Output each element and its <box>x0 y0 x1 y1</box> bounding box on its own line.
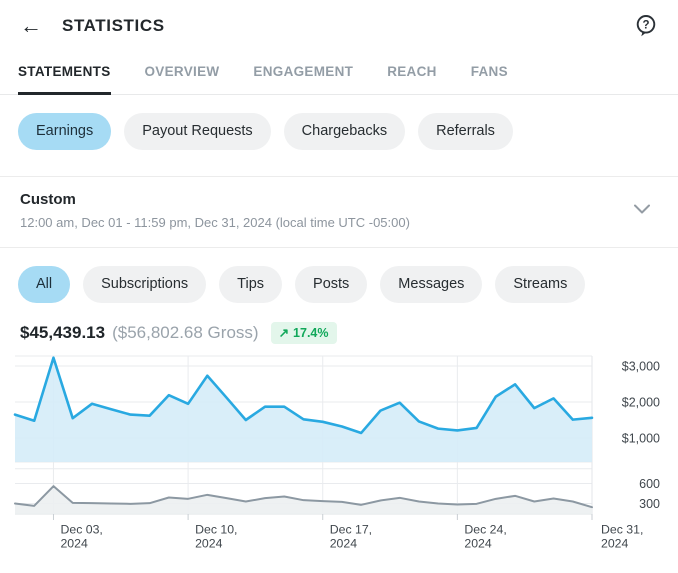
date-range-text: Custom 12:00 am, Dec 01 - 11:59 pm, Dec … <box>20 191 410 231</box>
x-axis-label: Dec 31, <box>601 523 643 537</box>
pill-chargebacks[interactable]: Chargebacks <box>283 113 406 150</box>
pill-earnings[interactable]: Earnings <box>18 113 112 150</box>
tab-overview[interactable]: OVERVIEW <box>145 48 220 95</box>
x-axis-label: 2024 <box>60 537 88 551</box>
date-range-detail: 12:00 am, Dec 01 - 11:59 pm, Dec 31, 202… <box>20 215 410 230</box>
transactions-area <box>15 486 592 514</box>
x-axis-label: 2024 <box>601 537 629 551</box>
earnings-summary: $45,439.13 ($56,802.68 Gross) ↗ 17.4% <box>0 315 678 353</box>
tab-bar: STATEMENTS OVERVIEW ENGAGEMENT REACH FANS <box>0 48 678 95</box>
date-range-selector[interactable]: Custom 12:00 am, Dec 01 - 11:59 pm, Dec … <box>0 176 678 248</box>
help-button[interactable]: ? <box>634 13 658 39</box>
y-axis-label: 600 <box>639 477 660 491</box>
header: ← STATISTICS ? <box>0 0 678 48</box>
pill-tips[interactable]: Tips <box>219 266 283 303</box>
y-axis-label: 300 <box>639 497 660 511</box>
pill-streams[interactable]: Streams <box>495 266 586 303</box>
back-button[interactable]: ← <box>20 13 42 38</box>
y-axis-label: $1,000 <box>622 432 660 446</box>
net_earnings_usd-area <box>15 357 592 462</box>
page-title: STATISTICS <box>62 16 165 35</box>
net-amount: $45,439.13 <box>20 323 106 342</box>
x-axis-label: 2024 <box>195 537 223 551</box>
change-percent: 17.4% <box>293 326 329 340</box>
tab-engagement[interactable]: ENGAGEMENT <box>253 48 353 95</box>
pill-posts[interactable]: Posts <box>295 266 368 303</box>
change-badge: ↗ 17.4% <box>270 322 337 344</box>
pill-referrals[interactable]: Referrals <box>418 113 513 150</box>
gross-amount: ($56,802.68 Gross) <box>112 323 259 342</box>
net_earnings_usd-line <box>13 356 594 435</box>
y-axis-label: $3,000 <box>622 360 660 374</box>
tab-statements[interactable]: STATEMENTS <box>18 48 111 95</box>
x-axis-label: 2024 <box>330 537 358 551</box>
pill-messages[interactable]: Messages <box>380 266 483 303</box>
transactions-line <box>14 485 593 509</box>
earnings-chart: $3,000 $2,000 $1,000 600 300 Dec 03, 2024 Dec 1… <box>0 353 678 568</box>
x-axis-label: Dec 10, <box>195 523 237 537</box>
chevron-down-icon[interactable] <box>632 202 652 221</box>
question-mark-bubble-icon: ? <box>634 15 658 42</box>
filter-pill-row: All Subscriptions Tips Posts Messages Streams <box>0 248 678 315</box>
pill-all[interactable]: All <box>18 266 71 303</box>
date-range-label: Custom <box>20 191 76 208</box>
svg-text:?: ? <box>642 19 649 31</box>
x-axis-label: 2024 <box>464 537 492 551</box>
tab-reach[interactable]: REACH <box>387 48 437 95</box>
x-axis-label: Dec 24, <box>464 523 506 537</box>
x-axis-label: Dec 17, <box>330 523 372 537</box>
x-axis-label: Dec 03, <box>60 523 102 537</box>
pill-payout-requests[interactable]: Payout Requests <box>124 113 271 150</box>
trend-up-icon: ↗ <box>278 326 290 340</box>
y-axis-label: $2,000 <box>622 396 660 410</box>
pill-subscriptions[interactable]: Subscriptions <box>83 266 207 303</box>
tab-fans[interactable]: FANS <box>471 48 508 95</box>
category-pill-row: Earnings Payout Requests Chargebacks Referr… <box>0 95 678 176</box>
